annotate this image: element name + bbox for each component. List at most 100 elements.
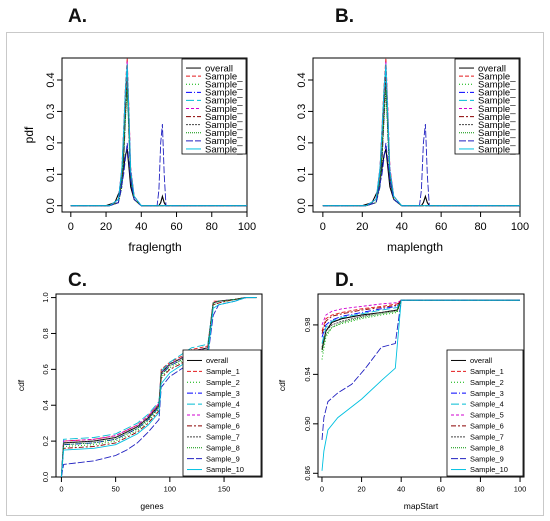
- panel-a-legend-label: Sample_: [205, 80, 243, 91]
- panel-c-y-tick-label: 0.2: [41, 436, 50, 446]
- panel-d-chart: 0 20 40 60 80 100 0.86 0.90 0.94 0.98 mapStart cdf o…: [277, 293, 527, 511]
- panel-a-x-axis-label: fraglength: [128, 240, 181, 254]
- panel-a-x-tick-label: 100: [238, 221, 256, 233]
- panel-b-x-tick-label: 80: [474, 221, 486, 233]
- panel-d-letter: D.: [335, 270, 354, 291]
- panel-b-x-tick-label: 0: [320, 221, 326, 233]
- panel-d-legend-label: Sample_7: [470, 432, 504, 441]
- panel-c-y-tick-label: 0.8: [41, 328, 50, 338]
- panel-b-legend-label: overall: [478, 63, 506, 74]
- panel-c-x-tick-label: 100: [164, 485, 177, 494]
- panel-d-series-line: [321, 299, 520, 471]
- panel-a-legend-label: Sample_: [205, 104, 243, 115]
- panel-d-series-line: [321, 299, 520, 344]
- panel-b-legend-label: Sample_: [478, 136, 516, 147]
- panel-d-y-axis-label: cdf: [277, 379, 287, 391]
- panel-d-x-tick-label: 80: [476, 485, 484, 494]
- panel-d-legend-label: Sample_10: [470, 465, 508, 474]
- panel-c-legend-label: Sample_3: [206, 389, 240, 398]
- panel-d-legend-label: Sample_3: [470, 389, 504, 398]
- panel-d-legend-label: Sample_5: [470, 411, 504, 420]
- panel-b-legend-label: Sample_: [478, 96, 516, 107]
- panel-d-legend-label: Sample_8: [470, 443, 504, 452]
- panel-d-legend-label: Sample_9: [470, 454, 504, 463]
- panel-d-x-tick-label: 60: [437, 485, 445, 494]
- panel-a-y-axis-label: pdf: [22, 126, 36, 143]
- panel-a-legend-box: [181, 58, 247, 155]
- panel-b-letter: B.: [335, 6, 354, 27]
- panel-c-plot-box: [55, 293, 263, 478]
- panel-a-y-tick-label: 0.1: [45, 167, 57, 182]
- panel-d-legend-label: Sample_2: [470, 378, 504, 387]
- panel-d-series-line: [321, 299, 520, 326]
- panel-c-y-tick-label: 1.0: [41, 292, 50, 302]
- panel-b-x-tick-label: 40: [396, 221, 408, 233]
- panel-d-legend-label: overall: [470, 356, 492, 365]
- panel-a-legend-label: Sample_: [205, 128, 243, 139]
- panel-b-series-line: [322, 148, 520, 207]
- panel-d-y-tick-label: 0.86: [303, 466, 312, 481]
- panel-b-legend-label: Sample_: [478, 120, 516, 131]
- panel-b-x-axis-label: maplength: [387, 240, 443, 254]
- panel-a-x-tick-label: 60: [170, 221, 182, 233]
- panel-b-legend-label: Sample_: [478, 112, 516, 123]
- panel-c-legend-label: overall: [206, 356, 228, 365]
- panel-c-y-tick-label: 0.6: [41, 364, 50, 374]
- panel-a-plot-box: [61, 57, 248, 213]
- panel-b-legend-label: Sample_: [478, 80, 516, 91]
- panel-a-x-tick-label: 20: [100, 221, 112, 233]
- panel-c-legend-label: Sample_9: [206, 454, 240, 463]
- panel-b-y-tick-label: 0.3: [296, 104, 308, 119]
- panel-b-legend-label: Sample_: [478, 128, 516, 139]
- panel-b-x-tick-label: 60: [435, 221, 447, 233]
- panel-b-y-tick-label: 0.1: [296, 167, 308, 182]
- panel-c-legend-label: Sample_8: [206, 443, 240, 452]
- panel-c-legend-label: Sample_6: [206, 422, 240, 431]
- panel-c-x-axis-label: genes: [140, 501, 163, 511]
- panel-d-legend-label: Sample_4: [470, 400, 504, 409]
- panel-a-y-tick-label: 0.0: [45, 198, 57, 213]
- panel-d-x-tick-label: 0: [320, 485, 324, 494]
- panel-a-legend-label: Sample_: [205, 96, 243, 107]
- panel-c-series-line: [60, 297, 257, 478]
- panel-d-series-line: [321, 299, 520, 348]
- panel-c-series-line: [60, 297, 257, 478]
- panel-c-chart: 0 50 100 150 0.0 0.2 0.4 0.6 0.8 1.0 genes cdf overa…: [16, 292, 263, 511]
- panel-a-x-tick-label: 40: [135, 221, 147, 233]
- panel-b-y-tick-label: 0.0: [296, 198, 308, 213]
- panel-d-x-tick-label: 20: [357, 485, 365, 494]
- panel-d-legend-label: Sample_1: [470, 367, 504, 376]
- panel-c-legend-label: Sample_10: [206, 465, 244, 474]
- panel-b-x-tick-label: 100: [511, 221, 529, 233]
- panel-c-legend-label: Sample_5: [206, 411, 240, 420]
- panel-c-x-tick-label: 150: [218, 485, 231, 494]
- panel-a-y-tick-label: 0.4: [45, 72, 57, 87]
- panel-a-legend-label: Sample_: [205, 71, 243, 82]
- panel-d-x-tick-label: 100: [514, 485, 527, 494]
- panel-c-y-tick-label: 0.0: [41, 472, 50, 482]
- panel-c-legend-label: Sample_2: [206, 378, 240, 387]
- panel-c-y-axis-label: cdf: [16, 379, 26, 391]
- figure-frame: [6, 32, 544, 516]
- panel-b-legend-label: Sample_: [478, 88, 516, 99]
- panel-d-x-axis-label: mapStart: [404, 501, 439, 511]
- panel-c-legend-label: Sample_1: [206, 367, 240, 376]
- panel-d-y-tick-label: 0.90: [303, 417, 312, 432]
- panel-d-series-line: [321, 299, 520, 334]
- panel-d-legend-label: Sample_6: [470, 422, 504, 431]
- panel-a-legend-label: Sample_: [205, 88, 243, 99]
- panel-d-plot-box: [317, 293, 525, 478]
- panel-a-legend-label: Sample_: [205, 120, 243, 131]
- panel-a-letter: A.: [68, 6, 87, 27]
- panel-a-legend-label: Sample_: [205, 136, 243, 147]
- panel-a-y-tick-label: 0.2: [45, 135, 57, 150]
- panel-c-legend-label: Sample_7: [206, 432, 240, 441]
- panel-a-legend-label: Sample_: [205, 112, 243, 123]
- panel-b-legend-box: [454, 58, 520, 155]
- panel-c-y-tick-label: 0.4: [41, 400, 50, 410]
- panel-b-y-tick-label: 0.4: [296, 72, 308, 87]
- panel-c-series-line: [60, 297, 257, 478]
- panel-b-legend-label: Sample_: [478, 104, 516, 115]
- panel-c-x-tick-label: 50: [111, 485, 119, 494]
